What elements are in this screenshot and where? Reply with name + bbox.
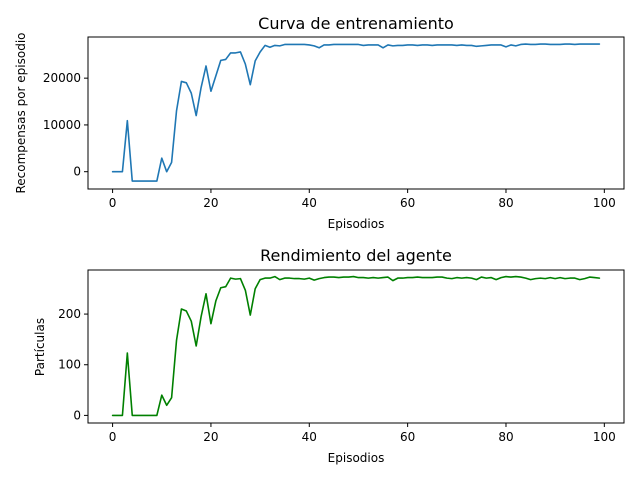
- series-line: [111, 43, 601, 182]
- plot-frame: [87, 269, 625, 424]
- chart-agent-performance: Rendimiento del agente 0 20 40 60 80 100 0 100 2…: [33, 246, 625, 465]
- x-axis-label: Episodios: [328, 217, 385, 231]
- x-tick-label: 60: [400, 196, 415, 210]
- chart-title: Curva de entrenamiento: [258, 14, 454, 33]
- x-tick-label: 40: [302, 196, 317, 210]
- chart-training-curve: Curva de entrenamiento 0 20 40 60 80 100 0 1000…: [14, 14, 625, 231]
- y-tick-label: 10000: [43, 118, 81, 132]
- x-tick-label: 0: [109, 196, 117, 210]
- y-axis-label: Recompensas por episodio: [14, 32, 28, 193]
- x-tick-label: 40: [302, 430, 317, 444]
- y-tick-label: 20000: [43, 71, 81, 85]
- y-tick-label: 100: [58, 358, 81, 372]
- x-tick-label: 20: [203, 430, 218, 444]
- x-tick-label: 60: [400, 430, 415, 444]
- x-tick-label: 100: [593, 196, 616, 210]
- x-axis-label: Episodios: [328, 451, 385, 465]
- x-tick-label: 20: [203, 196, 218, 210]
- tick-group: 0 20 40 60 80 100 0 100 200: [58, 307, 616, 444]
- y-tick-label: 200: [58, 307, 81, 321]
- x-tick-label: 100: [593, 430, 616, 444]
- y-tick-label: 0: [73, 165, 81, 179]
- x-tick-label: 0: [109, 430, 117, 444]
- x-tick-label: 80: [498, 430, 513, 444]
- tick-group: 0 20 40 60 80 100 0 10000 20000: [43, 71, 616, 210]
- y-tick-label: 0: [73, 408, 81, 422]
- chart-title: Rendimiento del agente: [260, 246, 452, 265]
- series-line: [111, 275, 601, 417]
- y-axis-label: Partículas: [33, 318, 47, 376]
- x-tick-label: 80: [498, 196, 513, 210]
- plot-frame: [87, 36, 625, 190]
